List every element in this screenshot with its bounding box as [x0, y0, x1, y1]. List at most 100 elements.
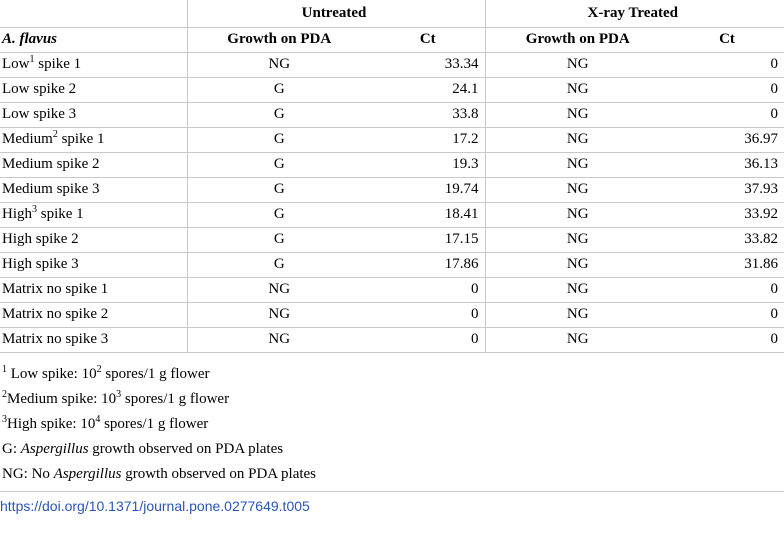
table-row: High spike 2 G 17.15 NG 33.82	[0, 227, 784, 253]
untreated-growth-cell: G	[186, 227, 375, 253]
untreated-ct-cell: 17.86	[375, 252, 485, 278]
sample-label: Matrix no spike 1	[0, 277, 187, 303]
sample-label-text: Matrix no spike 2	[2, 306, 109, 322]
column-header-row: A. flavus Growth on PDA Ct Growth on PDA…	[0, 27, 784, 53]
sample-label: Low spike 2	[0, 77, 187, 103]
table-body: Low1 spike 1 NG 33.34 NG 0 Low spike 2 G 24.1 NG…	[0, 52, 784, 353]
footnote-exponent: 4	[95, 413, 101, 425]
table-row: Low spike 3 G 33.8 NG 0	[0, 102, 784, 128]
footnotes: 1 Low spike: 102 spores/1 g flower 2Medi…	[0, 353, 784, 487]
xray-growth-header: Growth on PDA	[484, 27, 674, 53]
untreated-ct-cell: 18.41	[375, 202, 485, 228]
footnote-high: 3High spike: 104 spores/1 g flower	[2, 412, 784, 437]
footnote-genus: Aspergillus	[53, 465, 122, 482]
untreated-ct-cell: 33.34	[375, 52, 485, 78]
table-row: Medium spike 2 G 19.3 NG 36.13	[0, 152, 784, 178]
xray-group-header: X-ray Treated	[484, 0, 784, 28]
untreated-growth-cell: G	[186, 102, 375, 128]
footnote-text: spores/1 g flower	[100, 415, 209, 432]
untreated-growth-cell: G	[186, 152, 375, 178]
sample-label-suffix: spike 1	[37, 206, 84, 222]
xray-growth-cell: NG	[484, 327, 674, 353]
untreated-ct-cell: 17.15	[375, 227, 485, 253]
sample-label: Medium spike 3	[0, 177, 187, 203]
sample-label-text: Low spike 3	[2, 106, 77, 122]
xray-growth-cell: NG	[484, 302, 674, 328]
untreated-growth-cell: G	[186, 202, 375, 228]
sample-label-text: Medium spike 2	[2, 156, 100, 172]
untreated-growth-cell: NG	[186, 327, 375, 353]
xray-ct-cell: 0	[674, 277, 784, 303]
untreated-ct-cell: 19.74	[375, 177, 485, 203]
footnote-text: High spike: 10	[7, 415, 96, 432]
table-row: Medium spike 3 G 19.74 NG 37.93	[0, 177, 784, 203]
footnote-genus: Aspergillus	[20, 440, 89, 457]
sample-label-suffix: spike 1	[34, 56, 82, 72]
corner-cell	[0, 0, 187, 28]
xray-growth-cell: NG	[484, 52, 674, 78]
footnote-exponent: 3	[116, 388, 122, 400]
untreated-growth-cell: G	[186, 127, 375, 153]
footnote-reference: 3	[32, 204, 37, 215]
sample-label: Medium spike 2	[0, 152, 187, 178]
untreated-growth-cell: G	[186, 177, 375, 203]
sample-label: Matrix no spike 2	[0, 302, 187, 328]
untreated-ct-cell: 0	[375, 277, 485, 303]
xray-ct-cell: 36.13	[674, 152, 784, 178]
sample-label: Medium2 spike 1	[0, 127, 187, 153]
xray-ct-cell: 37.93	[674, 177, 784, 203]
footnote-mark: 1	[2, 363, 7, 375]
footnote-text: spores/1 g flower	[121, 390, 230, 407]
footnote-mark: 3	[2, 413, 7, 425]
footnote-reference: 2	[52, 129, 58, 140]
group-header-row: Untreated X-ray Treated	[0, 0, 784, 28]
footnote-ng: NG: No Aspergillus growth observed on PD…	[2, 462, 784, 487]
xray-ct-cell: 0	[674, 327, 784, 353]
untreated-ct-cell: 24.1	[375, 77, 485, 103]
table-figure: Untreated X-ray Treated A. flavus Growth…	[0, 0, 784, 514]
untreated-growth-cell: G	[186, 252, 375, 278]
xray-ct-header: Ct	[674, 27, 784, 53]
sample-label-text: High spike 3	[2, 256, 79, 272]
footnote-exponent: 2	[96, 363, 102, 375]
xray-growth-cell: NG	[484, 77, 674, 103]
sample-label: High spike 2	[0, 227, 187, 253]
xray-ct-cell: 36.97	[674, 127, 784, 153]
untreated-growth-cell: NG	[186, 302, 375, 328]
untreated-group-header: Untreated	[186, 0, 485, 28]
untreated-growth-cell: NG	[186, 52, 375, 78]
untreated-growth-cell: NG	[186, 277, 375, 303]
table-row: Medium2 spike 1 G 17.2 NG 36.97	[0, 127, 784, 153]
xray-ct-cell: 33.82	[674, 227, 784, 253]
xray-ct-cell: 0	[674, 302, 784, 328]
sample-label-text: High spike 2	[2, 231, 79, 247]
row-header-species: A. flavus	[0, 27, 187, 53]
xray-growth-cell: NG	[484, 227, 674, 253]
footnote-medium: 2Medium spike: 103 spores/1 g flower	[2, 387, 784, 412]
footnote-low: 1 Low spike: 102 spores/1 g flower	[2, 362, 784, 387]
footnote-text: G:	[2, 440, 21, 457]
doi-link[interactable]: https://doi.org/10.1371/journal.pone.027…	[0, 497, 310, 514]
sample-label-text: Medium spike 3	[2, 181, 100, 197]
sample-label-text: Matrix no spike 1	[2, 281, 109, 297]
sample-label-text: High	[2, 206, 32, 222]
untreated-ct-cell: 0	[375, 327, 485, 353]
xray-ct-cell: 0	[674, 52, 784, 78]
untreated-ct-cell: 17.2	[375, 127, 485, 153]
footnote-text: Medium spike: 10	[7, 390, 117, 407]
xray-growth-cell: NG	[484, 202, 674, 228]
untreated-growth-cell: G	[186, 77, 375, 103]
table-row: Matrix no spike 1 NG 0 NG 0	[0, 277, 784, 303]
xray-ct-cell: 0	[674, 77, 784, 103]
xray-ct-cell: 31.86	[674, 252, 784, 278]
table-row: Matrix no spike 3 NG 0 NG 0	[0, 327, 784, 353]
table-row: Low spike 2 G 24.1 NG 0	[0, 77, 784, 103]
results-table: Untreated X-ray Treated A. flavus Growth…	[0, 0, 784, 353]
untreated-growth-header: Growth on PDA	[186, 27, 375, 53]
sample-label: Matrix no spike 3	[0, 327, 187, 353]
xray-growth-cell: NG	[484, 152, 674, 178]
table-row: Matrix no spike 2 NG 0 NG 0	[0, 302, 784, 328]
xray-ct-cell: 33.92	[674, 202, 784, 228]
sample-label: Low1 spike 1	[0, 52, 187, 78]
sample-label: High spike 3	[0, 252, 187, 278]
